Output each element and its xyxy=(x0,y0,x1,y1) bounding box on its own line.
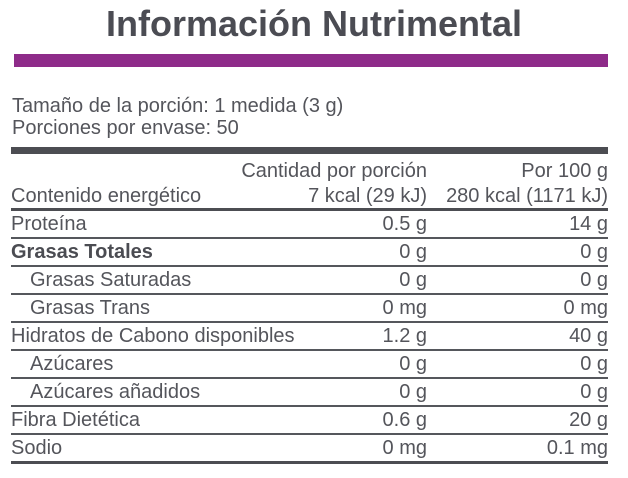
table-row: Grasas Trans 0 mg 0 mg xyxy=(11,295,608,323)
per-serving-value: 0 g xyxy=(399,380,427,403)
energy-row: Contenido energético 7 kcal (29 kJ) 280 … xyxy=(11,183,608,208)
section-divider-bar xyxy=(11,147,608,154)
page-title: Información Nutrimental xyxy=(105,3,523,44)
nutrient-rows: Proteína 0.5 g 14 g Grasas Totales 0 g 0… xyxy=(11,211,608,464)
per-100g-value: 0 g xyxy=(580,240,608,263)
per-serving-column-header: Cantidad por porción xyxy=(241,160,427,182)
per-serving-value: 1.2 g xyxy=(382,324,427,347)
nutrition-table: Cantidad por porción Por 100 g Contenido… xyxy=(11,154,608,464)
nutrient-label: Azúcares añadidos xyxy=(30,380,201,403)
per-100g-column-header: Por 100 g xyxy=(521,160,608,182)
per-serving-value: 0 mg xyxy=(382,436,427,459)
portions-per-container-text: Porciones por envase: 50 xyxy=(12,117,239,139)
energy-per-100g-value: 280 kcal (1171 kJ) xyxy=(446,185,608,207)
nutrient-label: Grasas Totales xyxy=(11,240,153,263)
nutrient-label: Fibra Dietética xyxy=(11,408,140,431)
nutrient-label: Sodio xyxy=(11,436,63,459)
per-100g-value: 14 g xyxy=(569,212,608,235)
serving-info: Tamaño de la porción: 1 medida (3 g) Por… xyxy=(12,95,608,139)
column-header-row: Cantidad por porción Por 100 g xyxy=(11,158,608,183)
per-serving-value: 0.6 g xyxy=(382,408,427,431)
table-row: Azúcares añadidos 0 g 0 g xyxy=(11,379,608,407)
table-row: Grasas Saturadas 0 g 0 g xyxy=(11,267,608,295)
per-serving-value: 0 g xyxy=(399,352,427,375)
table-row: Hidratos de Cabono disponibles 1.2 g 40 … xyxy=(11,323,608,351)
table-row: Azúcares 0 g 0 g xyxy=(11,351,608,379)
nutrient-label: Proteína xyxy=(11,212,87,235)
purple-accent-bar xyxy=(14,54,608,67)
nutrient-label: Hidratos de Cabono disponibles xyxy=(11,324,295,347)
per-100g-value: 0 g xyxy=(580,380,608,403)
table-row: Proteína 0.5 g 14 g xyxy=(11,211,608,239)
nutrient-label: Grasas Trans xyxy=(30,296,151,319)
per-serving-value: 0 g xyxy=(399,240,427,263)
per-100g-value: 20 g xyxy=(569,408,608,431)
energy-per-serving-value: 7 kcal (29 kJ) xyxy=(308,185,427,207)
per-100g-value: 0 mg xyxy=(563,296,608,319)
energy-label: Contenido energético xyxy=(11,185,202,207)
table-row: Fibra Dietética 0.6 g 20 g xyxy=(11,407,608,435)
per-100g-value: 0 g xyxy=(580,268,608,291)
table-row: Grasas Totales 0 g 0 g xyxy=(11,239,608,267)
per-serving-value: 0 mg xyxy=(382,296,427,319)
per-serving-value: 0 g xyxy=(399,268,427,291)
portion-size-text: Tamaño de la porción: 1 medida (3 g) xyxy=(12,95,344,117)
table-header: Cantidad por porción Por 100 g Contenido… xyxy=(11,154,608,211)
nutrient-label: Azúcares xyxy=(30,352,114,375)
per-serving-value: 0.5 g xyxy=(382,212,427,235)
table-row: Sodio 0 mg 0.1 mg xyxy=(11,435,608,464)
per-100g-value: 40 g xyxy=(569,324,608,347)
per-100g-value: 0 g xyxy=(580,352,608,375)
nutrient-label: Grasas Saturadas xyxy=(30,268,192,291)
per-100g-value: 0.1 mg xyxy=(546,436,608,459)
